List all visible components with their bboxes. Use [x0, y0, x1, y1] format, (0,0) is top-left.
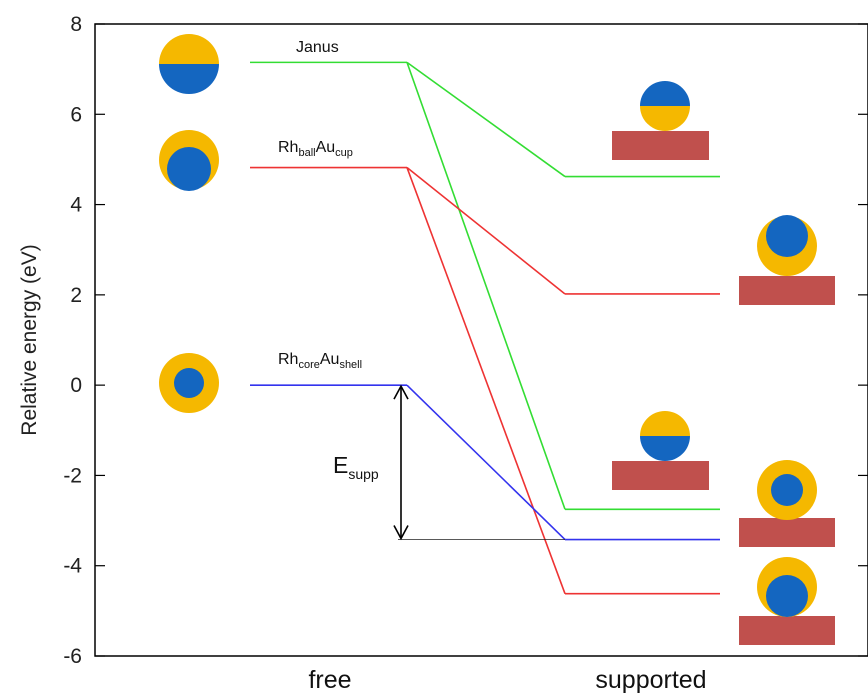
- category-supported: supported: [595, 666, 706, 694]
- y-axis-ticks: 8 6 4 2 0 -2 -4 -6: [63, 13, 868, 668]
- cup-up-supported-icon: [757, 215, 817, 276]
- rh-core: [167, 147, 211, 191]
- label-ballcup: RhballAucup: [278, 139, 353, 159]
- connector-coreshell: [407, 385, 565, 539]
- support-slab-janus-up: [612, 131, 709, 160]
- plot-frame: [95, 24, 868, 656]
- label-janus: Janus: [296, 39, 339, 56]
- support-slab-cup-up: [739, 276, 835, 305]
- y-tick-label: 0: [70, 374, 82, 397]
- janus-top-half: [640, 411, 690, 436]
- category-free: free: [308, 666, 351, 694]
- janus-supported-down-icon: [640, 411, 690, 461]
- y-tick-label: 6: [70, 103, 82, 126]
- janus-bottom-half: [640, 436, 690, 461]
- support-slab-janus-down: [612, 461, 709, 490]
- y-tick-label: -4: [63, 555, 82, 578]
- core-shell-supported-icon: [757, 460, 817, 520]
- ball-cup-free-icon: [159, 130, 219, 191]
- janus-free-icon: [159, 34, 219, 94]
- y-tick-label: 2: [70, 284, 82, 307]
- core-shell-free-icon: [159, 353, 219, 413]
- cup-down-supported-icon: [757, 557, 817, 617]
- janus-top-half: [159, 34, 219, 64]
- rh-core: [771, 474, 803, 506]
- esupp-label: Esupp: [333, 452, 379, 482]
- y-tick-label: 4: [70, 194, 82, 217]
- level-labels: Janus RhballAucup RhcoreAushell: [278, 39, 362, 371]
- y-tick-label: -6: [63, 645, 82, 668]
- janus-bottom-half: [640, 106, 690, 131]
- support-slab-core-shell: [739, 518, 835, 547]
- janus-top-half: [640, 81, 690, 106]
- label-coreshell: RhcoreAushell: [278, 351, 362, 371]
- rh-core: [766, 215, 808, 257]
- support-slab-cup-down: [739, 616, 835, 645]
- y-axis-label: Relative energy (eV): [18, 244, 41, 435]
- connector-janus: [407, 62, 565, 509]
- y-tick-label: 8: [70, 13, 82, 36]
- y-tick-label: -2: [63, 464, 82, 487]
- connector-janus: [407, 62, 565, 176]
- rh-core: [766, 575, 808, 617]
- structure-icons: [159, 34, 835, 645]
- janus-bottom-half: [159, 64, 219, 94]
- rh-core: [174, 368, 204, 398]
- janus-supported-up-icon: [640, 81, 690, 131]
